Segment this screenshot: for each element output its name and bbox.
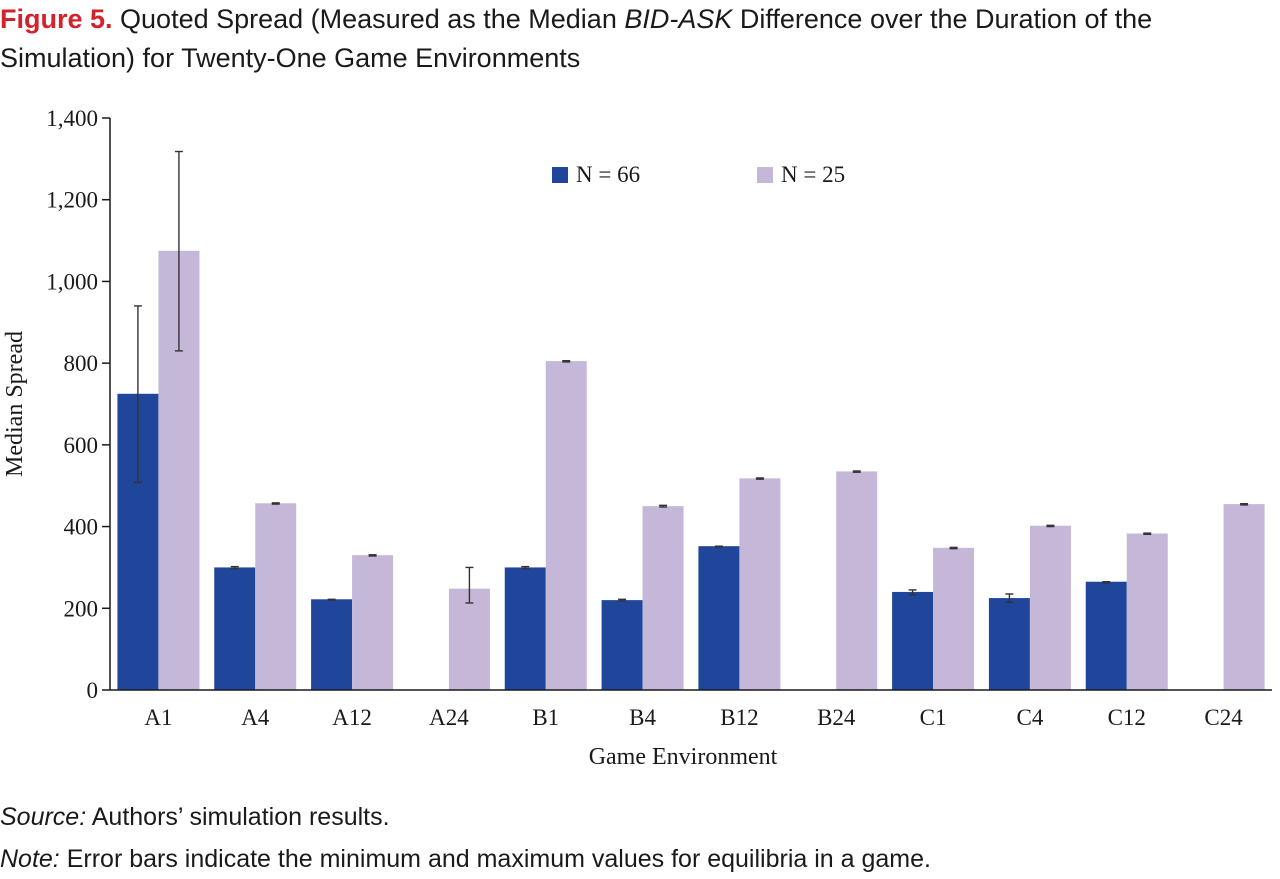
x-tick-label: B4 — [629, 705, 656, 730]
error-bar-n25-a12 — [368, 554, 377, 557]
x-tick-label: B1 — [532, 705, 559, 730]
bar-n25-b24 — [836, 471, 878, 690]
error-bar-n25-b24 — [852, 470, 861, 473]
x-axis-title: Game Environment — [589, 744, 778, 770]
bar-n25-a12 — [352, 555, 394, 690]
source-lead: Source: — [0, 803, 87, 831]
bar-n25-c24 — [1223, 504, 1265, 690]
error-bar-n25-c1 — [949, 546, 958, 550]
bar-chart: 0 200 400 600 800 1,000 1,200 1,400 A1 A4 A12 A24 B… — [2, 106, 1272, 770]
y-tick-label: 400 — [64, 515, 99, 540]
bar-n66-a4 — [214, 567, 256, 690]
error-bar-n66-c12 — [1102, 581, 1111, 584]
bar-n66-c4 — [988, 598, 1030, 690]
bar-n25-c1 — [933, 547, 975, 690]
x-tick-label: C12 — [1108, 705, 1146, 730]
error-bar-n66-a4 — [230, 565, 239, 570]
figure-title-part2: Difference over the Duration of the Simu… — [0, 4, 1153, 73]
bar-n66-c1 — [892, 591, 934, 690]
note-text: Error bars indicate the minimum and maxi… — [59, 845, 931, 873]
x-tick-label: C4 — [1016, 705, 1043, 730]
error-bar-n25-a4 — [271, 502, 280, 505]
note-lead: Note: — [0, 845, 60, 873]
error-bar-n25-c12 — [1143, 532, 1152, 536]
source-text: Authors’ simulation results. — [86, 803, 390, 831]
x-tick-label: A24 — [429, 705, 469, 730]
legend-label-n25: N = 25 — [781, 162, 845, 187]
error-bar-n25-b4 — [659, 504, 668, 508]
bar-n25-c12 — [1126, 533, 1168, 690]
y-axis-ticks: 0 200 400 600 800 1,000 1,200 1,400 — [46, 106, 110, 703]
x-tick-label: B24 — [817, 705, 856, 730]
error-bar-n66-a1 — [133, 305, 142, 484]
error-bar-n25-c4 — [1046, 524, 1055, 528]
error-bar-n25-a1 — [174, 150, 183, 352]
figure-caption: Figure 5. Quoted Spread (Measured as the… — [0, 0, 1280, 78]
error-bar-n66-a12 — [327, 598, 336, 601]
error-bar-n25-c24 — [1240, 502, 1249, 506]
y-axis-title: Median Spread — [2, 331, 28, 477]
x-tick-label: A12 — [332, 705, 372, 730]
bar-series — [117, 250, 1265, 691]
y-tick-label: 0 — [87, 678, 99, 703]
error-bar-n25-b12 — [755, 477, 764, 480]
x-axis-tick-labels: A1 A4 A12 A24 B1 B4 B12 B24 C1 C4 C12 C24 — [144, 705, 1243, 730]
x-tick-label: A4 — [241, 705, 270, 730]
error-bar-n66-c1 — [908, 589, 917, 596]
y-tick-label: 1,200 — [46, 188, 98, 213]
x-tick-label: C1 — [920, 705, 947, 730]
legend: N = 66 N = 25 — [552, 162, 845, 187]
error-bar-n66-b1 — [521, 565, 530, 570]
x-tick-label: C24 — [1204, 705, 1243, 730]
legend-label-n66: N = 66 — [576, 162, 640, 187]
bar-n25-a4 — [255, 503, 297, 690]
error-bar-n66-b4 — [618, 598, 627, 602]
x-tick-label: A1 — [144, 705, 172, 730]
bar-n25-a24 — [448, 588, 490, 690]
legend-swatch-n25 — [757, 167, 773, 183]
bar-n66-b1 — [504, 567, 546, 690]
y-tick-label: 200 — [64, 596, 99, 621]
source-line: Source: Authors’ simulation results. — [0, 803, 1280, 832]
y-tick-label: 1,000 — [46, 269, 98, 294]
bar-n25-b1 — [545, 361, 587, 690]
bar-n66-a12 — [311, 599, 353, 690]
error-bar-n25-a24 — [465, 566, 474, 604]
bar-n25-c4 — [1029, 525, 1071, 690]
bar-n66-c12 — [1085, 581, 1127, 690]
x-tick-label: B12 — [720, 705, 758, 730]
figure-title-part1: Quoted Spread (Measured as the Median — [112, 4, 625, 34]
error-bars — [133, 150, 1249, 604]
figure-title-italic: BID-ASK — [624, 4, 733, 34]
bar-n25-b12 — [739, 478, 781, 690]
error-bar-n25-b1 — [562, 359, 571, 363]
bar-n25-b4 — [642, 506, 684, 690]
y-tick-label: 1,400 — [46, 106, 98, 131]
bar-n66-b4 — [601, 600, 643, 690]
note-line: Note: Error bars indicate the minimum an… — [0, 845, 1280, 874]
legend-swatch-n66 — [552, 167, 568, 183]
error-bar-n66-c4 — [1005, 593, 1014, 603]
figure-label: Figure 5. — [0, 4, 113, 34]
error-bar-n66-b12 — [714, 545, 723, 548]
y-tick-label: 600 — [64, 433, 99, 458]
bar-n66-b12 — [698, 546, 740, 690]
y-tick-label: 800 — [64, 351, 99, 376]
